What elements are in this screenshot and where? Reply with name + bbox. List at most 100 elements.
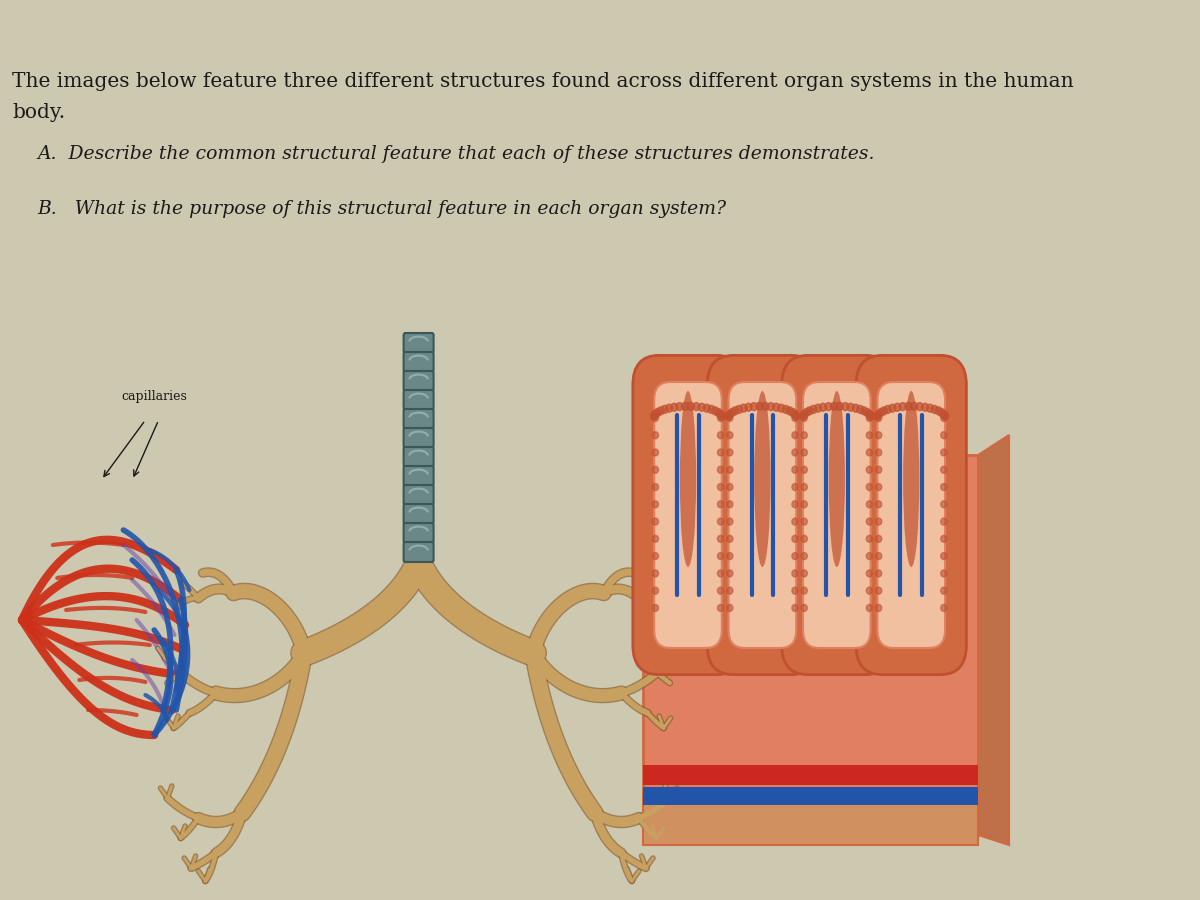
Circle shape (881, 407, 888, 415)
Circle shape (718, 518, 724, 525)
Circle shape (876, 518, 882, 525)
Circle shape (718, 536, 724, 543)
Circle shape (941, 570, 947, 577)
Circle shape (792, 587, 798, 594)
FancyBboxPatch shape (803, 382, 871, 648)
Circle shape (815, 404, 822, 412)
Circle shape (876, 449, 882, 456)
Circle shape (773, 403, 780, 411)
Circle shape (820, 403, 827, 411)
FancyBboxPatch shape (403, 523, 433, 543)
Circle shape (876, 553, 882, 560)
Circle shape (941, 518, 947, 525)
FancyBboxPatch shape (403, 333, 433, 353)
Circle shape (727, 449, 733, 456)
Circle shape (894, 403, 901, 411)
Circle shape (905, 402, 912, 410)
Circle shape (802, 449, 808, 456)
Circle shape (875, 410, 882, 419)
Circle shape (698, 403, 706, 411)
Circle shape (654, 409, 661, 417)
FancyBboxPatch shape (707, 356, 817, 675)
Circle shape (847, 403, 854, 411)
Circle shape (876, 432, 882, 438)
Circle shape (836, 402, 844, 410)
Circle shape (692, 402, 700, 410)
Circle shape (740, 404, 748, 412)
Circle shape (650, 412, 658, 420)
Circle shape (941, 605, 947, 611)
Circle shape (889, 404, 896, 412)
Bar (643, 765, 978, 785)
Circle shape (824, 402, 832, 410)
FancyBboxPatch shape (654, 382, 722, 648)
Circle shape (652, 410, 659, 419)
Circle shape (682, 402, 689, 410)
Circle shape (899, 402, 906, 410)
Circle shape (876, 570, 882, 577)
Circle shape (941, 466, 947, 473)
Polygon shape (978, 435, 1009, 845)
Bar (643, 455, 978, 835)
Circle shape (658, 407, 665, 415)
Circle shape (799, 412, 806, 420)
Circle shape (941, 432, 947, 438)
FancyBboxPatch shape (403, 485, 433, 505)
Circle shape (736, 405, 743, 413)
Circle shape (931, 405, 938, 413)
Circle shape (926, 404, 934, 412)
Circle shape (653, 553, 659, 560)
Circle shape (712, 407, 719, 415)
Circle shape (666, 404, 673, 412)
Circle shape (876, 536, 882, 543)
Circle shape (792, 605, 798, 611)
Circle shape (866, 553, 872, 560)
Circle shape (841, 402, 848, 410)
Ellipse shape (904, 391, 919, 567)
Circle shape (810, 405, 817, 413)
Circle shape (941, 500, 947, 508)
FancyBboxPatch shape (403, 352, 433, 372)
Circle shape (732, 407, 739, 415)
Circle shape (876, 605, 882, 611)
Ellipse shape (680, 391, 696, 567)
FancyBboxPatch shape (781, 356, 892, 675)
Circle shape (718, 432, 724, 438)
FancyBboxPatch shape (856, 356, 966, 675)
Circle shape (802, 587, 808, 594)
Circle shape (866, 432, 872, 438)
Circle shape (726, 410, 733, 419)
Circle shape (792, 466, 798, 473)
Circle shape (653, 605, 659, 611)
Circle shape (676, 402, 683, 410)
Circle shape (922, 403, 929, 411)
FancyBboxPatch shape (403, 542, 433, 562)
Circle shape (792, 449, 798, 456)
FancyBboxPatch shape (403, 447, 433, 467)
FancyBboxPatch shape (403, 428, 433, 448)
Circle shape (866, 587, 872, 594)
Circle shape (830, 402, 838, 410)
Circle shape (802, 432, 808, 438)
FancyBboxPatch shape (403, 409, 433, 429)
Circle shape (727, 500, 733, 508)
Circle shape (792, 536, 798, 543)
Circle shape (727, 483, 733, 490)
Circle shape (866, 605, 872, 611)
Circle shape (802, 414, 808, 421)
Text: The images below feature three different structures found across different organ: The images below feature three different… (12, 72, 1074, 91)
Circle shape (792, 432, 798, 438)
Circle shape (718, 449, 724, 456)
Text: body.: body. (12, 103, 66, 122)
Circle shape (750, 402, 757, 410)
Circle shape (802, 483, 808, 490)
FancyBboxPatch shape (403, 466, 433, 486)
Circle shape (727, 414, 733, 421)
Circle shape (857, 405, 864, 413)
Circle shape (727, 466, 733, 473)
Circle shape (866, 466, 872, 473)
Circle shape (718, 466, 724, 473)
Circle shape (941, 449, 947, 456)
Circle shape (941, 483, 947, 490)
Circle shape (756, 402, 763, 410)
